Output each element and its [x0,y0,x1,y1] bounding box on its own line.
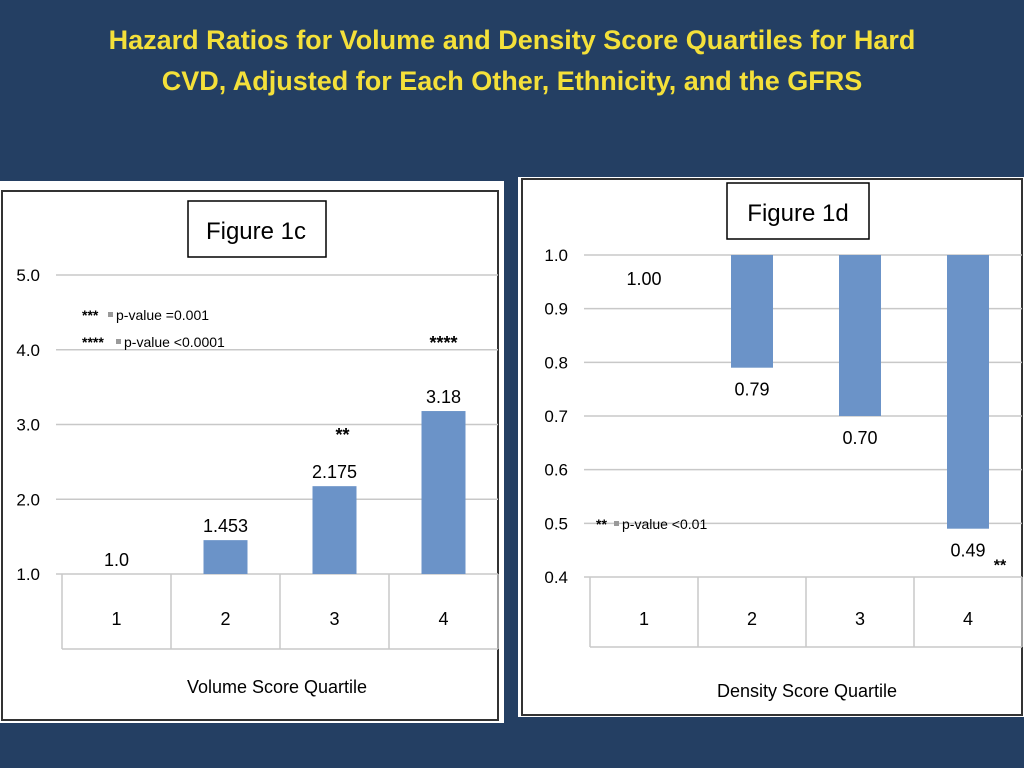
figure-1c-category-label: 3 [329,609,339,629]
figure-1c-legend-marker: **** [82,334,104,350]
figure-1d-ytick-label: 0.7 [544,407,568,426]
slide-title-line-2: CVD, Adjusted for Each Other, Ethnicity,… [161,66,863,96]
figure-1c-legend-text: p-value =0.001 [116,307,209,323]
figure-1d-category-label: 4 [963,609,973,629]
figure-1d-chart: Figure 1d Density Score Quartile 0.4 0.5 0… [521,178,1023,716]
figure-1c-value-label: 1.453 [203,516,248,536]
figure-1d-ytick-label: 0.5 [544,514,568,533]
figure-1c-ytick-label: 1.0 [16,565,40,584]
figure-1c-category-label: 1 [111,609,121,629]
figure-1c-ytick-label: 3.0 [16,416,40,435]
figure-1d-value-label: 1.00 [626,269,661,289]
figure-1c-significance-mark: ** [335,425,349,445]
figure-1c-label: Figure 1c [206,218,306,245]
figure-1c-bar [203,540,248,574]
figure-1c-ytick-label: 5.0 [16,266,40,285]
figure-1d-ytick-label: 0.4 [544,568,568,587]
figure-1c-ytick-label: 2.0 [16,490,40,509]
slide-title-line-1: Hazard Ratios for Volume and Density Sco… [108,25,916,55]
figure-1d-legend-text: p-value <0.01 [622,516,707,532]
figure-1c-label-box [187,200,327,258]
figure-1c-value-label: 2.175 [312,462,357,482]
figure-1d-bar [947,255,989,529]
figure-1c-chart: Figure 1c Volume Score Quartile 1.0 2.0 3.… [1,190,499,721]
figure-1c-legend-swatch [108,312,113,317]
figure-1c-value-label: 3.18 [426,387,461,407]
figure-1c-ytick-label: 4.0 [16,341,40,360]
figure-1d-ytick-label: 0.9 [544,300,568,319]
figure-1d-category-label: 2 [747,609,757,629]
figure-1c-value-label: 1.0 [104,550,129,570]
figure-1d-significance-mark: ** [994,558,1007,575]
figure-1d-value-label: 0.49 [950,541,985,561]
figure-1c-legend-text: p-value <0.0001 [124,334,225,350]
figure-1d-label-box [726,182,870,240]
figure-1c-legend-swatch [116,339,121,344]
figure-1d-panel: Figure 1d Density Score Quartile 0.4 0.5 0… [518,177,1024,717]
figure-1c-panel: Figure 1c Volume Score Quartile 1.0 2.0 3.… [0,181,504,723]
figure-1d-category-label: 3 [855,609,865,629]
figure-1d-xlabel: Density Score Quartile [717,681,897,701]
figure-1d-bar [731,255,773,368]
figure-1c-bar [312,486,357,574]
figure-1d-legend-swatch [614,521,619,526]
figure-1d-value-label: 0.70 [842,428,877,448]
figure-1d-legend-marker: ** [596,516,607,532]
figure-1c-xlabel: Volume Score Quartile [187,677,367,697]
figure-1d-ytick-label: 0.6 [544,461,568,480]
figure-1d-value-label: 0.79 [734,380,769,400]
figure-1d-bar [839,255,881,416]
figure-1c-legend-marker: *** [82,307,99,323]
figure-1d-ytick-label: 1.0 [544,246,568,265]
slide-title: Hazard Ratios for Volume and Density Sco… [40,20,984,102]
figure-1c-category-label: 4 [438,609,448,629]
figure-1d-ytick-label: 0.8 [544,353,568,372]
figure-1d-label: Figure 1d [747,200,848,227]
figure-1d-category-label: 1 [639,609,649,629]
figure-1c-bar [421,411,466,574]
figure-1c-category-label: 2 [220,609,230,629]
figure-1c-significance-mark: **** [429,333,457,353]
